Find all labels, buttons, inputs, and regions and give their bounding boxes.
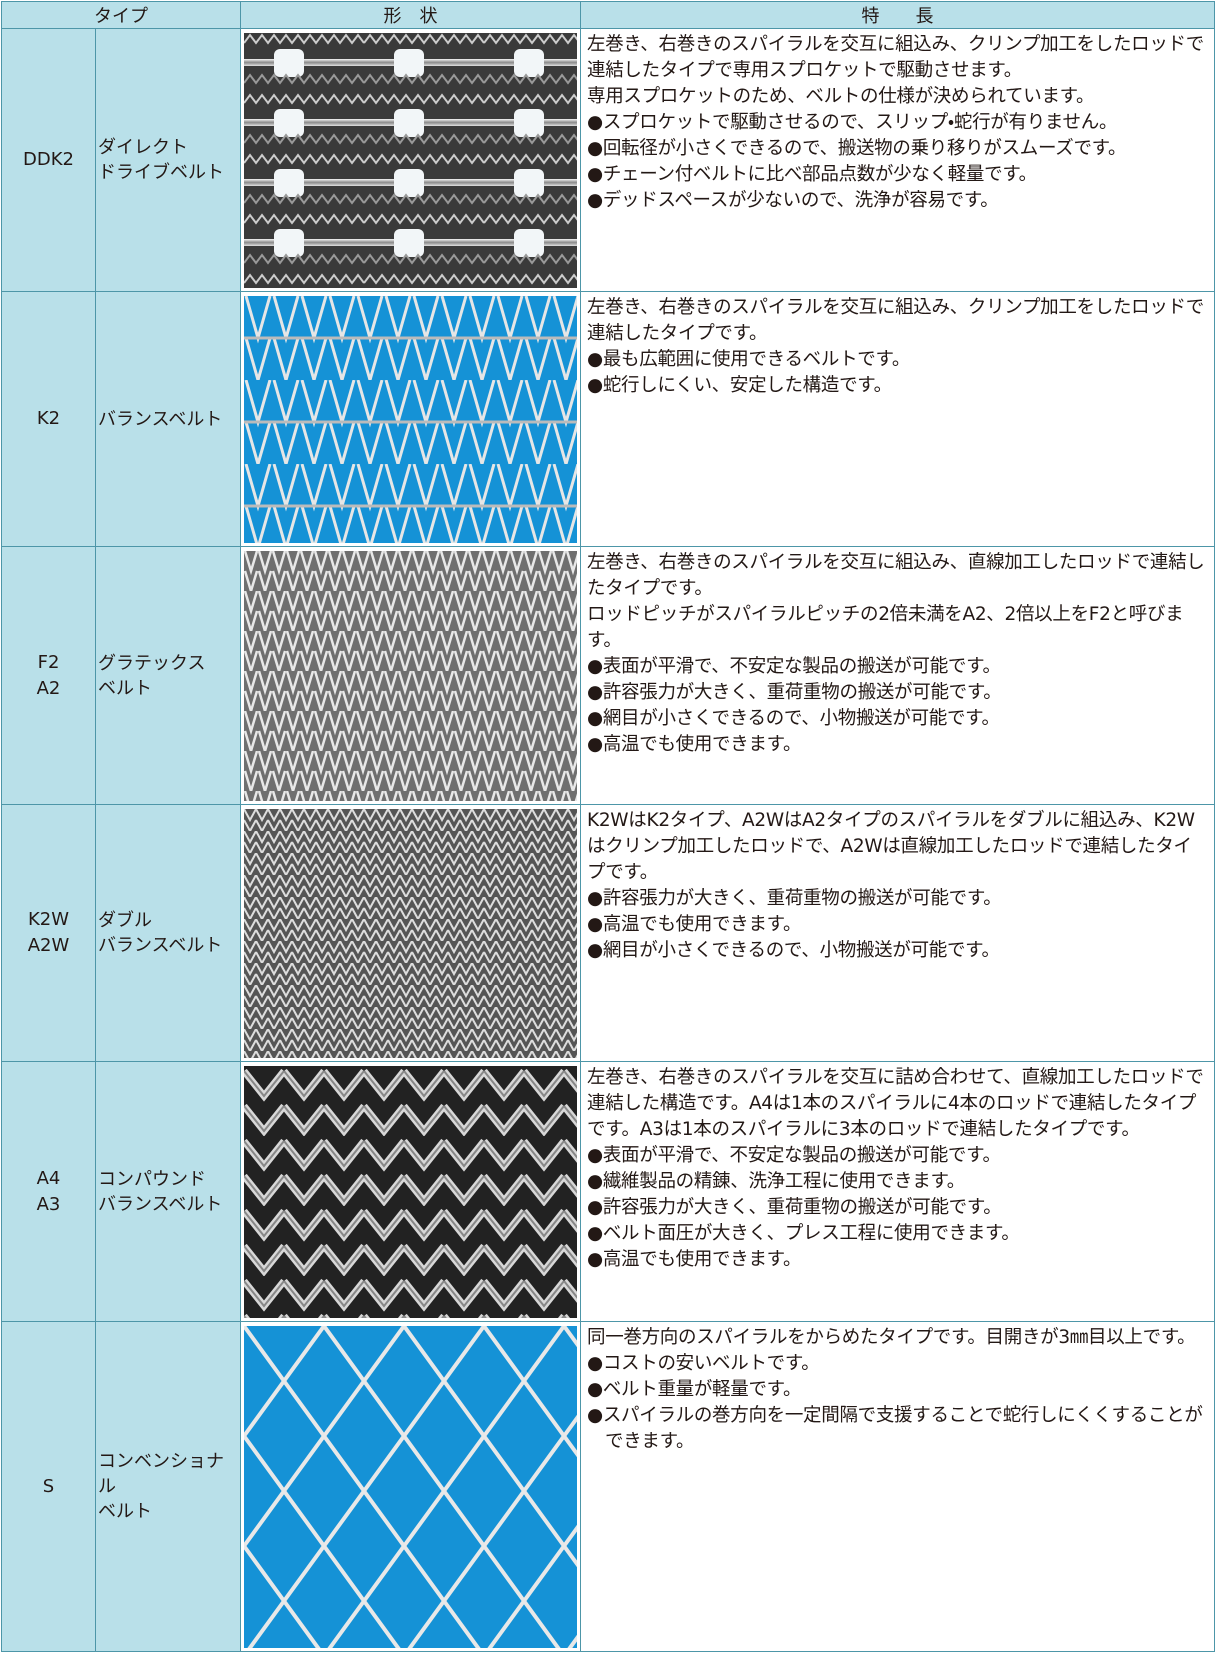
type-name: コンベンショナルベルト — [95, 1321, 241, 1652]
bullet: ●回転径が小さくできるので、搬送物の乗り移りがスムーズです。 — [587, 138, 1127, 159]
bullet: ●コストの安いベルトです。 — [587, 1353, 820, 1374]
name-line: バランスベルト — [98, 408, 223, 430]
bullet: ●チェーン付ベルトに比べ部品点数が少なく軽量です。 — [587, 164, 1037, 185]
row: K2 バランスベルト 左巻き、右巻きのスパイラルを交互に組込み、クリンプ加工をしたロ… — [1, 291, 1215, 547]
belt-photo — [244, 550, 577, 801]
type-name: ダブルバランスベルト — [95, 804, 241, 1062]
table-body: DDK2 ダイレクト ドライブベルト 左巻き、右巻きのスパイラルを交互に組込み、クリン… — [1, 28, 1215, 1652]
bullet: ●表面が平滑で、不安定な製品の搬送が可能です。 — [587, 656, 1001, 677]
name-line: ドライブベルト — [98, 162, 224, 183]
bullet: ●繊維製品の精錬、洗浄工程に使用できます。 — [587, 1171, 965, 1192]
row: S コンベンショナルベルト 同一巻方向のスパイラルをからめたタイプです。目開きが3㎜… — [1, 1321, 1215, 1652]
bullet: ●網目が小さくできるので、小物搬送が可能です。 — [587, 708, 1000, 729]
name-line: バランスベルト — [98, 935, 223, 956]
shape-image — [240, 28, 581, 292]
header-type: タイプ — [1, 1, 241, 29]
header-row: タイプ 形 状 特 長 — [1, 1, 1215, 29]
name-line: ダブル — [98, 910, 152, 931]
shape-image — [240, 546, 581, 805]
features: K2WはK2タイプ、A2WはA2タイプのスパイラルをダブルに組込み、K2Wはクリ… — [580, 804, 1215, 1062]
bullet: ●網目が小さくできるので、小物搬送が可能です。 — [587, 940, 1000, 961]
name-line: コンパウンド — [98, 1168, 206, 1190]
features: 左巻き、右巻きのスパイラルを交互に組込み、クリンプ加工をしたロッドで連結したタイ… — [580, 28, 1215, 292]
row: A4 A3 コンパウンド バランスベルト 左巻き、右巻きのスパイラルを交互に詰め合わせて… — [1, 1061, 1215, 1322]
description: 左巻き、右巻きのスパイラルを交互に詰め合わせて、直線加工したロッドで連結した構造… — [587, 1067, 1204, 1140]
belt-photo — [244, 1065, 577, 1318]
type-code: K2 — [1, 291, 96, 547]
row: DDK2 ダイレクトドライブベルト 左巻き、右巻きのスパイラルを交互に組込み、クリン… — [1, 28, 1215, 292]
code-line: K2W — [27, 909, 70, 930]
type-code: A4 A3 — [1, 1061, 96, 1322]
bullet: ●高温でも使用できます。 — [587, 914, 802, 935]
description: K2WはK2タイプ、A2WはA2タイプのスパイラルをダブルに組込み、K2Wはクリ… — [587, 810, 1195, 883]
type-code: F2 A2 — [1, 546, 96, 805]
name-line: ベルト — [98, 677, 152, 699]
name-line: ベルト — [98, 1501, 152, 1522]
belt-photo — [244, 1325, 577, 1648]
bullet: ●高温でも使用できます。 — [587, 734, 802, 755]
belt-photo — [244, 295, 577, 543]
row: F2 A2 グラテックス ベルト 左巻き、右巻きのスパイラルを交互に組込み、直線加工した… — [1, 546, 1215, 805]
shape-image — [240, 804, 581, 1062]
bullet: ●高温でも使用できます。 — [587, 1249, 802, 1270]
code-line: A3 — [36, 1193, 61, 1215]
description: 同一巻方向のスパイラルをからめたタイプです。目開きが3㎜目以上です。 — [587, 1327, 1196, 1348]
code-line: S — [42, 1475, 55, 1497]
features: 左巻き、右巻きのスパイラルを交互に組込み、クリンプ加工をしたロッドで連結したタイ… — [580, 291, 1215, 547]
bullet: ●ベルト重量が軽量です。 — [587, 1379, 802, 1400]
header-shape: 形 状 — [240, 1, 581, 29]
code-line: A2W — [27, 935, 70, 956]
row: K2W A2W ダブル バランスベルト K2WはK2タイプ、A2WはA2タイプのスパイラ… — [1, 804, 1215, 1062]
type-name: コンパウンド バランスベルト — [95, 1061, 241, 1322]
bullet: ●許容張力が大きく、重荷重物の搬送が可能です。 — [587, 888, 1002, 909]
code-line: K2 — [36, 408, 61, 429]
shape-image — [240, 1061, 581, 1322]
bullet: ●最も広範囲に使用できるベルトです。 — [587, 349, 911, 370]
name-line: バランスベルト — [98, 1193, 223, 1215]
type-code: DDK2 — [1, 28, 96, 292]
name-line: コンベンショナル — [98, 1451, 224, 1497]
belt-photo — [244, 32, 577, 288]
type-name: グラテックス ベルト — [95, 546, 241, 805]
shape-image — [240, 291, 581, 547]
description: ロッドピッチがスパイラルピッチの2倍未満をA2、2倍以上をF2と呼びます。 — [587, 604, 1184, 651]
code-line: F2 — [37, 651, 60, 673]
bullet: ●スプロケットで駆動させるので、スリップ・蛇行が有りません。 — [587, 112, 1118, 133]
code-line: DDK2 — [23, 149, 74, 170]
bullet: ●デッドスペースが少ないので、洗浄が容易です。 — [587, 190, 999, 211]
description: 左巻き、右巻きのスパイラルを交互に組込み、直線加工したロッドで連結したタイプです… — [587, 552, 1205, 599]
features: 同一巻方向のスパイラルをからめたタイプです。目開きが3㎜目以上です。 ●コストの安… — [580, 1321, 1215, 1652]
shape-image — [240, 1321, 581, 1652]
bullet: ●スパイラルの巻方向を一定間隔で支援することで蛇行しにくくすることができます。 — [587, 1405, 1203, 1452]
bullet: ●許容張力が大きく、重荷重物の搬送が可能です。 — [587, 1197, 1002, 1218]
name-line: グラテックス — [98, 652, 206, 674]
bullet: ●表面が平滑で、不安定な製品の搬送が可能です。 — [587, 1145, 1001, 1166]
code-line: A4 — [36, 1167, 61, 1189]
features: 左巻き、右巻きのスパイラルを交互に組込み、直線加工したロッドで連結したタイプです… — [580, 546, 1215, 805]
type-code: K2W A2W — [1, 804, 96, 1062]
features: 左巻き、右巻きのスパイラルを交互に詰め合わせて、直線加工したロッドで連結した構造… — [580, 1061, 1215, 1322]
header-features: 特 長 — [580, 1, 1215, 29]
bullet: ●許容張力が大きく、重荷重物の搬送が可能です。 — [587, 682, 1002, 703]
belt-photo — [244, 808, 577, 1058]
description: 左巻き、右巻きのスパイラルを交互に組込み、クリンプ加工をしたロッドで連結したタイ… — [587, 34, 1204, 81]
name-line: ダイレクト — [98, 137, 188, 158]
bullet: ●ベルト面圧が大きく、プレス工程に使用できます。 — [587, 1223, 1020, 1244]
type-name: ダイレクトドライブベルト — [95, 28, 241, 292]
description: 専用スプロケットのため、ベルトの仕様が決められています。 — [587, 86, 1095, 107]
description: 左巻き、右巻きのスパイラルを交互に組込み、クリンプ加工をしたロッドで連結したタイ… — [587, 297, 1204, 344]
bullet: ●蛇行しにくい、安定した構造です。 — [587, 375, 892, 396]
type-code: S — [1, 1321, 96, 1652]
type-name: バランスベルト — [95, 291, 241, 547]
code-line: A2 — [36, 677, 61, 699]
